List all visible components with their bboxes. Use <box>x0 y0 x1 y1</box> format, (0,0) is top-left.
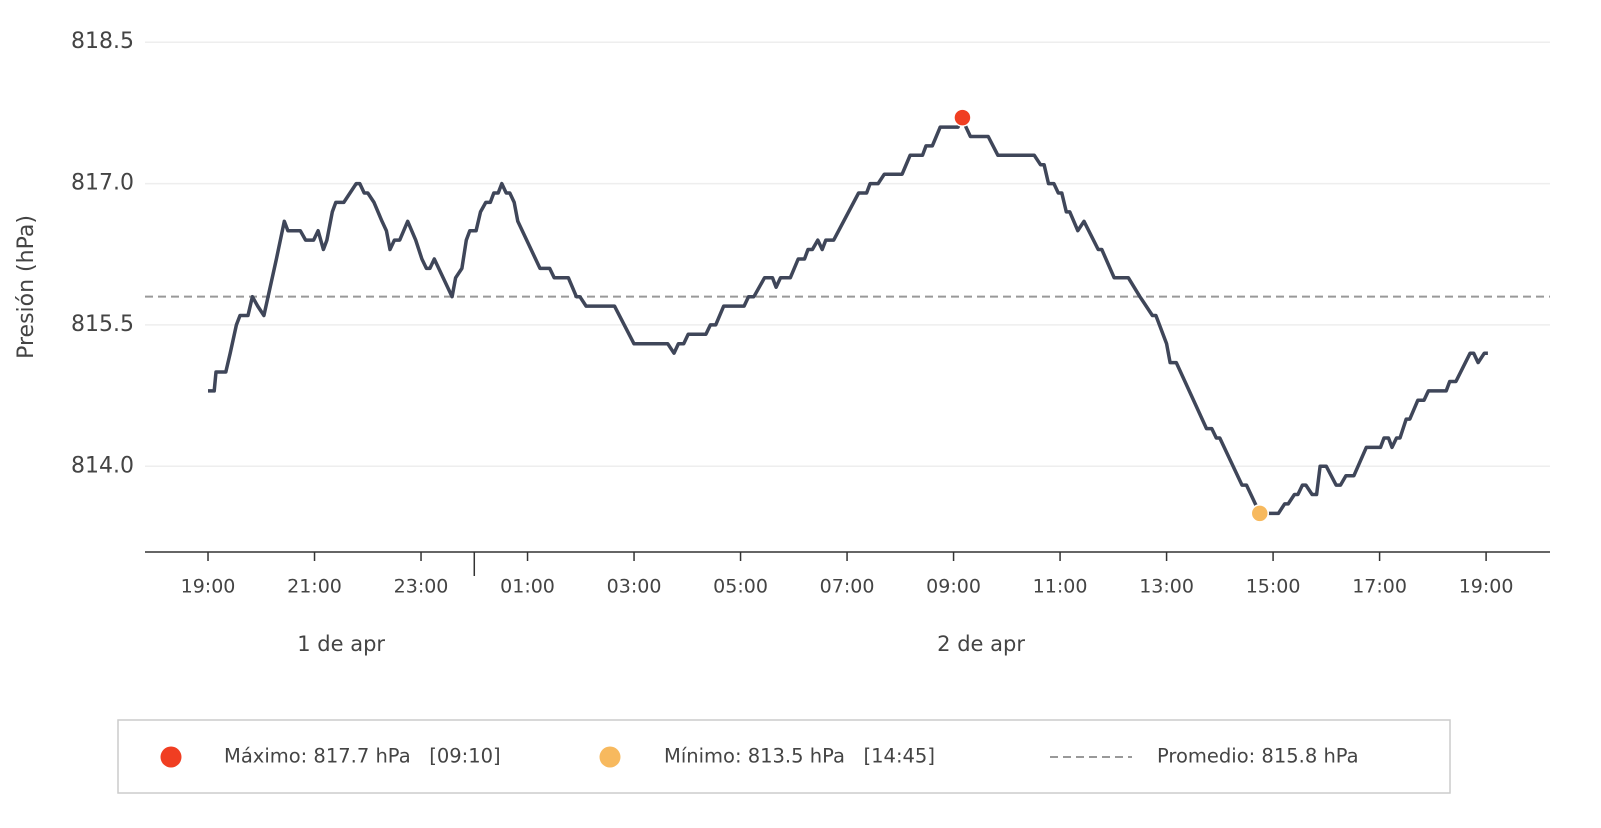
x-tick-label: 15:00 <box>1246 576 1301 598</box>
x-tick-label: 19:00 <box>181 576 236 598</box>
x-tick-label: 03:00 <box>607 576 662 598</box>
day-label: 1 de apr <box>297 632 385 656</box>
legend-swatch <box>160 746 182 768</box>
day-label: 2 de apr <box>937 632 1025 656</box>
x-tick-label: 09:00 <box>926 576 981 598</box>
y-tick-label: 817.0 <box>71 171 134 196</box>
y-tick-label: 815.5 <box>71 312 134 337</box>
y-tick-label: 814.0 <box>71 453 134 478</box>
x-tick-label: 13:00 <box>1139 576 1194 598</box>
x-tick-label: 21:00 <box>287 576 342 598</box>
pressure-line <box>208 115 1488 516</box>
extreme-marker <box>953 108 972 127</box>
x-tick-label: 05:00 <box>713 576 768 598</box>
y-axis-label: Presión (hPa) <box>14 215 39 359</box>
x-tick-label: 17:00 <box>1352 576 1407 598</box>
x-tick-label: 23:00 <box>394 576 449 598</box>
x-tick-label: 07:00 <box>820 576 875 598</box>
legend-swatch <box>599 746 621 768</box>
legend-label: Mínimo: 813.5 hPa [14:45] <box>664 745 935 768</box>
x-tick-label: 19:00 <box>1459 576 1514 598</box>
legend-label: Promedio: 815.8 hPa <box>1157 745 1359 768</box>
x-tick-label: 01:00 <box>500 576 555 598</box>
x-tick-label: 11:00 <box>1033 576 1088 598</box>
y-tick-label: 818.5 <box>71 29 134 54</box>
legend-box <box>117 719 1451 794</box>
extreme-marker <box>1250 504 1270 523</box>
legend-label: Máximo: 817.7 hPa [09:10] <box>224 745 501 768</box>
